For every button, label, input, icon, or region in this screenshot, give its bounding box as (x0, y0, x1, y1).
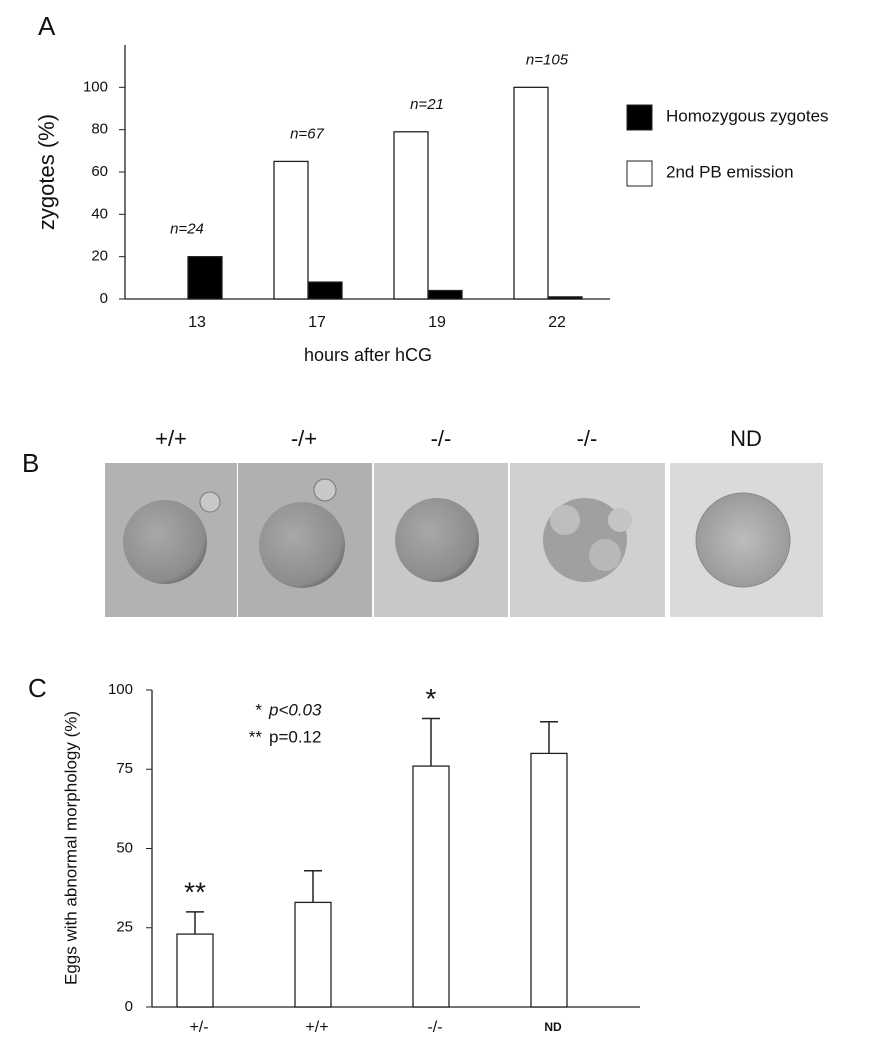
n-label: n=67 (290, 125, 324, 142)
x-tick-label: 22 (548, 314, 566, 331)
bar (187, 256, 223, 300)
note-text: p=0.12 (269, 727, 321, 746)
legend-swatch (626, 104, 653, 131)
y-tick-label: 0 (100, 290, 108, 307)
n-label: n=24 (170, 221, 204, 238)
bar (513, 86, 549, 300)
image-label: ND (730, 426, 762, 451)
y-tick-label: 0 (125, 998, 133, 1015)
y-tick-label: 100 (83, 78, 108, 95)
x-tick-label: 17 (308, 314, 326, 331)
legend-label: 2nd PB emission (666, 162, 794, 181)
note-text: p<0.03 (268, 700, 322, 719)
panel-label: A (38, 11, 56, 41)
y-tick-label: 100 (108, 681, 133, 698)
x-tick-label: 19 (428, 314, 446, 331)
image-label: -/- (577, 426, 598, 451)
bar (393, 131, 429, 300)
y-axis-label: zygotes (%) (34, 114, 59, 230)
y-tick-label: 20 (91, 248, 108, 265)
note-stars: * (255, 700, 262, 719)
image-label: -/- (431, 426, 452, 451)
bar (412, 765, 450, 1008)
y-axis-label: Eggs with abnormal morphology (%) (61, 711, 80, 985)
bar (547, 296, 583, 300)
significance-label: * (426, 683, 437, 714)
bar (294, 901, 332, 1008)
image-label: -/+ (291, 426, 317, 451)
x-tick-label: -/- (427, 1019, 442, 1036)
x-tick-label: +/+ (305, 1019, 328, 1036)
panel-label: B (22, 448, 39, 478)
legend-swatch (626, 160, 653, 187)
y-tick-label: 25 (116, 919, 133, 936)
panel-label: C (28, 673, 47, 703)
image-label: +/+ (155, 426, 187, 451)
bar (307, 281, 343, 300)
y-tick-label: 50 (116, 839, 133, 856)
bar (273, 160, 309, 300)
legend-label: Homozygous zygotes (666, 106, 829, 125)
bar (176, 933, 214, 1008)
x-axis-label: hours after hCG (304, 345, 432, 365)
note-stars: ** (249, 727, 263, 746)
x-tick-label: +/- (189, 1019, 208, 1036)
x-tick-label: 13 (188, 314, 206, 331)
y-tick-label: 75 (116, 760, 133, 777)
x-tick-label: ND (544, 1020, 562, 1034)
y-tick-label: 60 (91, 163, 108, 180)
bar (530, 752, 568, 1008)
bar (427, 289, 463, 300)
significance-label: ** (184, 876, 206, 907)
n-label: n=105 (526, 51, 569, 68)
y-tick-label: 80 (91, 121, 108, 138)
y-tick-label: 40 (91, 205, 108, 222)
n-label: n=21 (410, 96, 444, 113)
egg-images (105, 463, 823, 617)
